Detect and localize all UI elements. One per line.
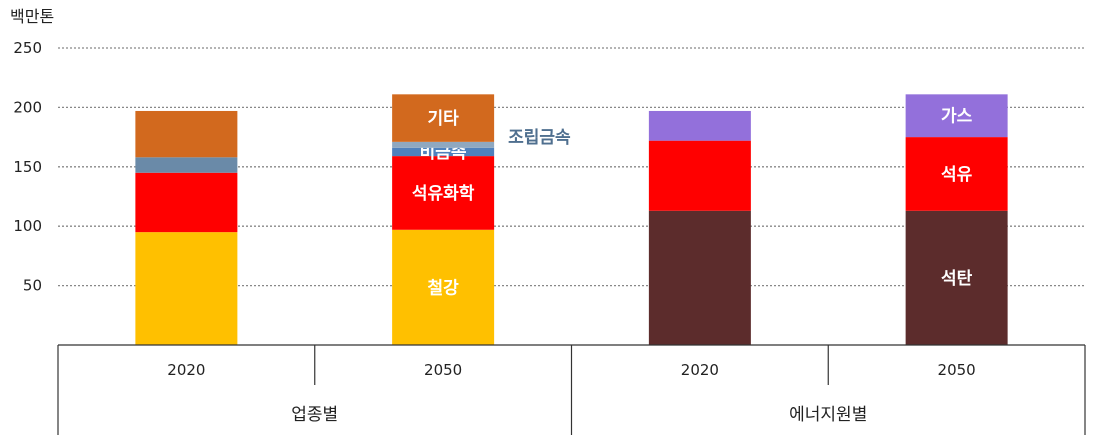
category-axis: 2020 2050 2020 2050 업종별 에너지원별 — [57, 344, 1086, 435]
bar-segment — [905, 210, 1008, 345]
bar-segment — [905, 137, 1008, 211]
segment-label: 비금속 — [420, 143, 467, 163]
y-tick-label: 150 — [13, 158, 42, 176]
bar-에너지원별-2020 — [648, 110, 751, 345]
category-label: 2020 — [681, 361, 719, 379]
bar-segment — [392, 147, 495, 157]
y-tick-label: 100 — [13, 217, 42, 235]
segment-label: 석유 — [941, 165, 973, 185]
bar-segment — [392, 94, 495, 142]
bar-segment — [648, 110, 751, 141]
y-unit-label: 백만톤 — [10, 7, 54, 26]
group-label: 에너지원별 — [789, 405, 867, 425]
bar-업종별-2050: 철강 석유화학 비금속 조립금속 기타 — [392, 94, 571, 345]
segment-label: 기타 — [427, 109, 459, 129]
category-label: 2050 — [424, 361, 462, 379]
category-label: 2020 — [167, 361, 205, 379]
bar-segment — [135, 110, 238, 158]
bar-segment — [648, 210, 751, 345]
y-tick-label: 50 — [23, 277, 42, 295]
bar-segment — [135, 172, 238, 233]
y-tick-label: 200 — [13, 98, 42, 116]
bar-segment — [392, 156, 495, 230]
segment-label: 석유화학 — [412, 184, 475, 204]
bar-segment — [905, 94, 1008, 138]
bar-segment — [135, 232, 238, 345]
y-tick-label: 250 — [13, 39, 42, 57]
segment-label: 가스 — [941, 107, 973, 127]
bar-segment — [392, 229, 495, 345]
group-label: 업종별 — [291, 405, 338, 425]
category-label: 2050 — [938, 361, 976, 379]
segment-label: 석탄 — [941, 269, 973, 289]
segment-label: 조립금속 — [508, 128, 571, 148]
bar-업종별-2020 — [135, 110, 238, 345]
segment-label: 철강 — [427, 278, 459, 298]
bar-segment — [648, 140, 751, 211]
bar-segment — [392, 141, 495, 148]
gridlines — [58, 47, 1085, 287]
bar-에너지원별-2050: 석탄 석유 가스 — [905, 94, 1008, 345]
bar-segment — [135, 157, 238, 173]
y-tick-labels: 50 100 150 200 250 — [13, 39, 42, 295]
